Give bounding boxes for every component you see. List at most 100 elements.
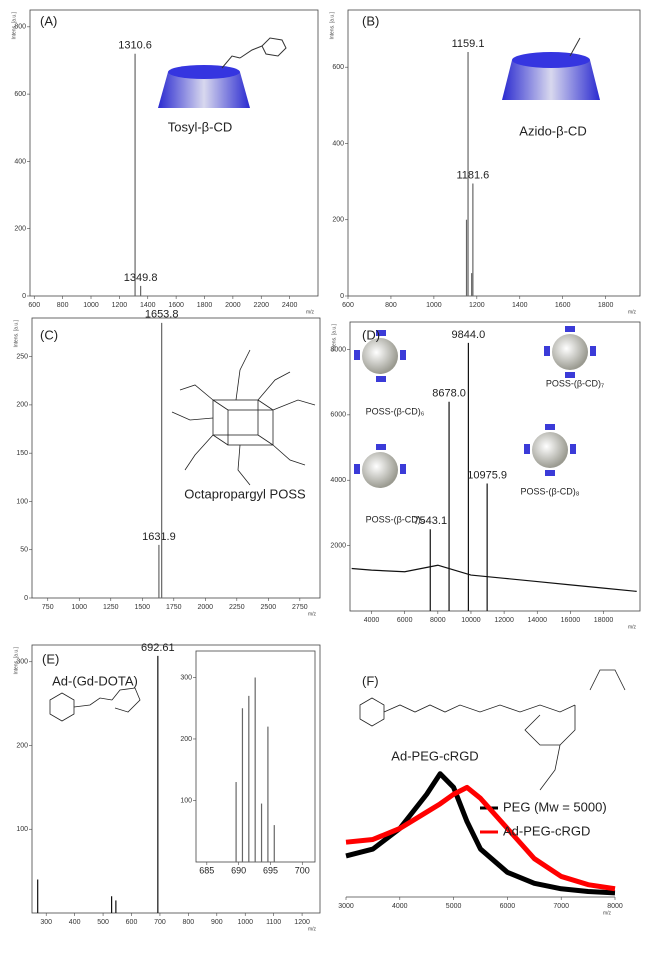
- y-tick-label: 100: [180, 797, 192, 804]
- y-tick-label: 200: [332, 217, 344, 224]
- compound-label: Azido-β-CD: [519, 123, 586, 138]
- poss-molecule: [171, 349, 316, 486]
- x-axis-label: m/z: [308, 611, 317, 617]
- x-tick-label: 600: [342, 302, 354, 309]
- y-axis-label: Intens. [a.u.]: [329, 11, 335, 39]
- x-tick-label: 1200: [469, 302, 485, 309]
- legend-label: Ad-PEG-cRGD: [503, 823, 590, 838]
- peak-label: 9844.0: [452, 329, 486, 341]
- x-tick-label: 2200: [253, 302, 269, 309]
- plot-frame: [349, 321, 641, 612]
- x-tick-label: 600: [28, 302, 40, 309]
- x-axis-label: m/z: [628, 624, 637, 630]
- x-tick-label: 10000: [461, 617, 481, 624]
- x-tick-label: 750: [42, 604, 54, 611]
- y-axis-label: Intens. [a.u.]: [331, 323, 337, 351]
- x-tick-label: 1600: [168, 302, 184, 309]
- structure-label: POSS-(β-CD)₆: [366, 406, 425, 416]
- structure-label: POSS-(β-CD)₇: [546, 378, 604, 388]
- plot-frame: [29, 9, 319, 297]
- structure-label: POSS-(β-CD)₈: [521, 486, 580, 496]
- x-tick-label: 690: [231, 865, 246, 875]
- plot-frame: [347, 9, 641, 297]
- y-tick-label: 4000: [330, 477, 346, 484]
- y-tick-label: 150: [16, 450, 28, 457]
- x-tick-label: 2000: [225, 302, 241, 309]
- peak-label: 1159.1: [452, 38, 485, 50]
- x-tick-label: 700: [295, 865, 310, 875]
- crgd-structure: [359, 669, 626, 791]
- x-tick-label: 1200: [112, 302, 128, 309]
- x-tick-label: 800: [183, 919, 195, 926]
- compound-label: Ad-PEG-cRGD: [391, 748, 478, 763]
- y-tick-label: 8000: [330, 346, 346, 353]
- y-tick-label: 200: [16, 402, 28, 409]
- x-tick-label: 2250: [229, 604, 245, 611]
- x-tick-label: 16000: [561, 617, 581, 624]
- y-tick-label: 50: [20, 547, 28, 554]
- x-tick-label: 685: [199, 865, 214, 875]
- series-line: [345, 784, 616, 892]
- x-tick-label: 4000: [364, 617, 380, 624]
- y-tick-label: 300: [180, 674, 192, 681]
- y-axis-label: Intens. [a.u.]: [11, 11, 17, 39]
- y-tick-label: 0: [22, 293, 26, 300]
- x-tick-label: 300: [40, 919, 52, 926]
- x-tick-label: 600: [126, 919, 138, 926]
- compound-label: Ad-(Gd-DOTA): [52, 673, 138, 688]
- structure-label: POSS-(β-CD)₅: [366, 514, 425, 524]
- panel-label: (B): [362, 13, 379, 28]
- y-axis-label: Intens. [a.u.]: [13, 646, 19, 674]
- x-axis-label: m/z: [306, 309, 315, 315]
- y-tick-label: 800: [14, 24, 26, 31]
- panel-label: (A): [40, 13, 57, 28]
- x-tick-label: 14000: [528, 617, 548, 624]
- compound-label: Tosyl-β-CD: [168, 119, 233, 134]
- x-tick-label: 6000: [500, 903, 516, 910]
- y-tick-label: 2000: [330, 542, 346, 549]
- x-tick-label: 2400: [282, 302, 298, 309]
- y-tick-label: 200: [180, 736, 192, 743]
- x-tick-label: 900: [211, 919, 223, 926]
- background-trace: [351, 564, 637, 592]
- y-tick-label: 400: [332, 140, 344, 147]
- x-tick-label: 5000: [446, 903, 462, 910]
- x-tick-label: 400: [69, 919, 81, 926]
- panel-label: (E): [42, 651, 59, 666]
- y-tick-label: 0: [24, 595, 28, 602]
- y-tick-label: 6000: [330, 412, 346, 419]
- x-tick-label: 1400: [512, 302, 528, 309]
- peak-label: 1181.6: [456, 169, 489, 181]
- x-tick-label: 1800: [197, 302, 213, 309]
- x-axis-label: m/z: [628, 309, 637, 315]
- x-tick-label: 1000: [71, 604, 87, 611]
- x-tick-label: 3000: [338, 903, 354, 910]
- x-tick-label: 1400: [140, 302, 156, 309]
- gd-dota-structure: [49, 687, 141, 722]
- x-tick-label: 800: [57, 302, 69, 309]
- plot-frame: [31, 317, 321, 599]
- cone-b: [502, 37, 600, 100]
- x-tick-label: 695: [263, 865, 278, 875]
- peak-label: 1631.9: [142, 531, 176, 543]
- y-tick-label: 600: [14, 91, 26, 98]
- x-tick-label: 6000: [397, 617, 413, 624]
- peak-label: 10975.9: [467, 469, 507, 481]
- x-tick-label: 2750: [292, 604, 308, 611]
- x-tick-label: 7000: [553, 903, 569, 910]
- y-tick-label: 300: [16, 659, 28, 666]
- x-tick-label: 1000: [237, 919, 253, 926]
- x-tick-label: 1600: [555, 302, 571, 309]
- y-tick-label: 200: [14, 226, 26, 233]
- y-tick-label: 100: [16, 826, 28, 833]
- legend-label: PEG (Mw = 5000): [503, 799, 607, 814]
- y-axis-label: Intens. [a.u.]: [13, 319, 19, 347]
- x-tick-label: 1750: [166, 604, 182, 611]
- x-tick-label: 1100: [266, 919, 281, 926]
- cone-a: [158, 37, 287, 108]
- x-tick-label: 1500: [134, 604, 150, 611]
- panel-label: (D): [362, 327, 380, 342]
- x-tick-label: 18000: [594, 617, 614, 624]
- peak-label: 1310.6: [118, 40, 152, 52]
